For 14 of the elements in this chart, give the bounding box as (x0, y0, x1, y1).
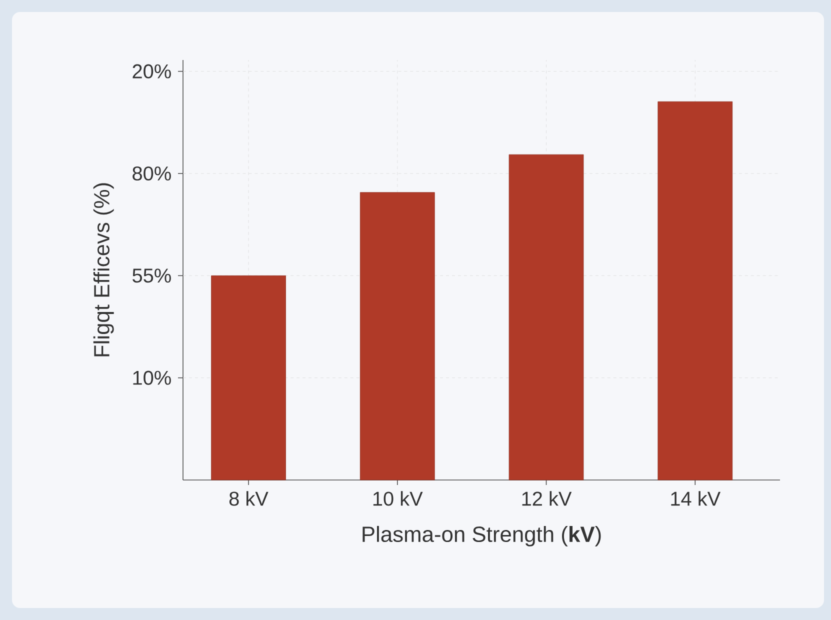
bar (211, 275, 286, 480)
text: 80% (132, 166, 171, 181)
x-tick-label: 10 kV (373, 491, 423, 506)
bar (508, 154, 584, 480)
x-tick-label: 12 kV (522, 491, 572, 506)
x-tick-label: 8 kV (229, 491, 268, 506)
text: 20% (132, 64, 171, 78)
bar (360, 192, 435, 480)
text: 55% (132, 268, 171, 283)
x-axis-title: Plasma-on Strength (kV) (362, 526, 601, 546)
x-tick-label: 14 kV (671, 491, 721, 506)
text: 10% (133, 370, 171, 385)
bar (658, 101, 733, 480)
y-axis-title: Fligqt Efficevs (%) (93, 183, 114, 356)
